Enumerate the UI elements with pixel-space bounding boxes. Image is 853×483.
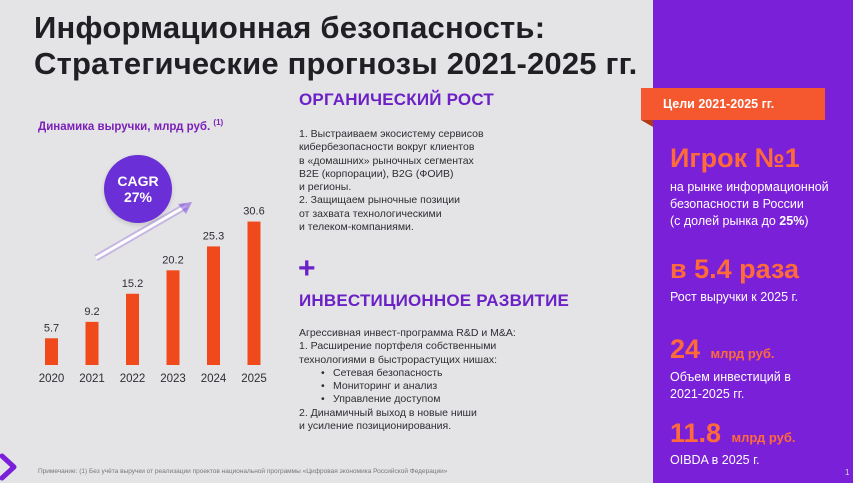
bullet-monitoring: Мониторинг и анализ — [299, 380, 516, 394]
investment-text: Агрессивная инвест-программа R&D и M&A: … — [299, 327, 516, 433]
organic-line: 1. Выстраиваем экосистему сервисов — [299, 128, 484, 140]
goal4-value: 11.8 — [670, 418, 722, 448]
goal1-line2: безопасности в России — [670, 197, 804, 211]
organic-line: и телеком-компаниями. — [299, 221, 414, 234]
trend-arrow-head-icon — [178, 202, 192, 214]
goals-tag: Цели 2021-2025 гг. — [641, 88, 825, 127]
goal3-value: 24 — [670, 334, 701, 364]
revenue-bar-chart: 5.7 2020 9.2 2021 15.2 2022 20.2 2023 25.3 2024 30… — [39, 202, 267, 385]
investment-bullets: Сетевая безопасность Мониторинг и анализ… — [299, 367, 516, 407]
bar-2024 — [207, 246, 220, 365]
bullet-network-security: Сетевая безопасность — [299, 367, 516, 381]
chart-title-note: (1) — [213, 118, 224, 127]
investment-heading: ИНВЕСТИЦИОННОЕ РАЗВИТИЕ — [299, 291, 570, 310]
organic-heading: ОРГАНИЧЕСКИЙ РОСТ — [299, 90, 494, 109]
value-label-2025: 30.6 — [243, 206, 264, 218]
title-line-1: Информационная безопасность: — [34, 10, 546, 45]
investment-item2-line2: и усиление позиционирования. — [299, 420, 452, 433]
bar-2020 — [45, 338, 58, 365]
organic-line: и регионы. — [299, 181, 352, 194]
organic-line: кибербезопасности вокруг клиентов — [299, 141, 475, 154]
footnote: Примечание: (1) Без учёта выручки от реа… — [38, 468, 448, 475]
bar-2023 — [166, 270, 180, 365]
goal1-line3: (с долей рынка до 25%) — [670, 213, 829, 230]
goal3-line1: Объем инвестиций в — [670, 370, 791, 384]
x-tick-2020: 2020 — [39, 373, 65, 385]
investment-intro: Агрессивная инвест-программа R&D и M&A: — [299, 327, 516, 339]
goal3-text: Объем инвестиций в 2021-2025 гг. — [670, 369, 791, 403]
goal1-headline: Игрок №1 — [670, 143, 800, 173]
goal2-headline: в 5.4 раза — [670, 254, 800, 284]
organic-line: 2. Защищаем рыночные позиции — [299, 194, 461, 207]
slide-title: Информационная безопасность: Стратегичес… — [34, 10, 637, 82]
goal1-line3-post: ) — [804, 214, 809, 228]
value-label-2024: 25.3 — [203, 230, 224, 242]
goal3-line2: 2021-2025 гг. — [670, 387, 745, 401]
x-tick-2025: 2025 — [241, 373, 267, 385]
organic-line: от захвата технологическими — [299, 207, 442, 220]
goal1-line1: на рынке информационной — [670, 180, 829, 194]
organic-text: 1. Выстраиваем экосистему сервисов киберб… — [299, 128, 484, 234]
goal4-unit: млрд руб. — [731, 430, 796, 445]
goal4-text: OIBDA в 2025 г. — [670, 453, 760, 467]
page-number: 1 — [845, 468, 850, 477]
value-label-2020: 5.7 — [44, 322, 59, 334]
value-label-2022: 15.2 — [122, 278, 143, 290]
organic-line: в «домашних» рыночных сегментах — [299, 154, 474, 167]
investment-item2-line1: 2. Динамичный выход в новые ниши — [299, 406, 477, 419]
goal3-headline: 24 млрд руб. — [670, 334, 775, 365]
bullet-access-control: Управление доступом — [299, 393, 516, 407]
investment-item1-line2: технологиями в быстрорастущих нишах: — [299, 353, 498, 366]
x-tick-2024: 2024 — [201, 373, 227, 385]
goal2-text: Рост выручки к 2025 г. — [670, 290, 799, 304]
chart-title: Динамика выручки, млрд руб. (1) — [38, 118, 223, 133]
goal1-line3-pre: (с долей рынка до — [670, 214, 780, 228]
x-tick-2022: 2022 — [120, 373, 146, 385]
trend-arrow-core — [95, 204, 187, 260]
bar-2021 — [85, 321, 99, 365]
cagr-label: CAGR — [117, 173, 159, 189]
goal4-headline: 11.8 млрд руб. — [670, 418, 796, 449]
investment-item1-line1: 1. Расширение портфеля собственными — [299, 340, 497, 353]
cagr-value: 27% — [123, 189, 153, 205]
goal1-share: 25% — [779, 214, 805, 228]
goal1-text: на рынке информационной безопасности в Р… — [670, 179, 829, 230]
cagr-badge: CAGR 27% — [104, 155, 172, 223]
x-tick-2021: 2021 — [79, 373, 105, 385]
goals-panel — [653, 0, 853, 483]
plus-icon: + — [298, 252, 316, 285]
chart-title-text: Динамика выручки, млрд руб. — [38, 120, 211, 133]
x-tick-2023: 2023 — [160, 373, 186, 385]
goal3-unit: млрд руб. — [710, 346, 775, 361]
organic-line: B2E (корпорации), B2G (ФОИВ) — [299, 167, 454, 180]
value-label-2023: 20.2 — [162, 254, 183, 266]
bar-2025 — [247, 221, 261, 365]
title-line-2: Стратегические прогнозы 2021-2025 гг. — [34, 46, 638, 81]
bar-2022 — [126, 293, 139, 365]
value-label-2021: 9.2 — [84, 306, 99, 318]
logo-mark-icon — [0, 453, 17, 481]
